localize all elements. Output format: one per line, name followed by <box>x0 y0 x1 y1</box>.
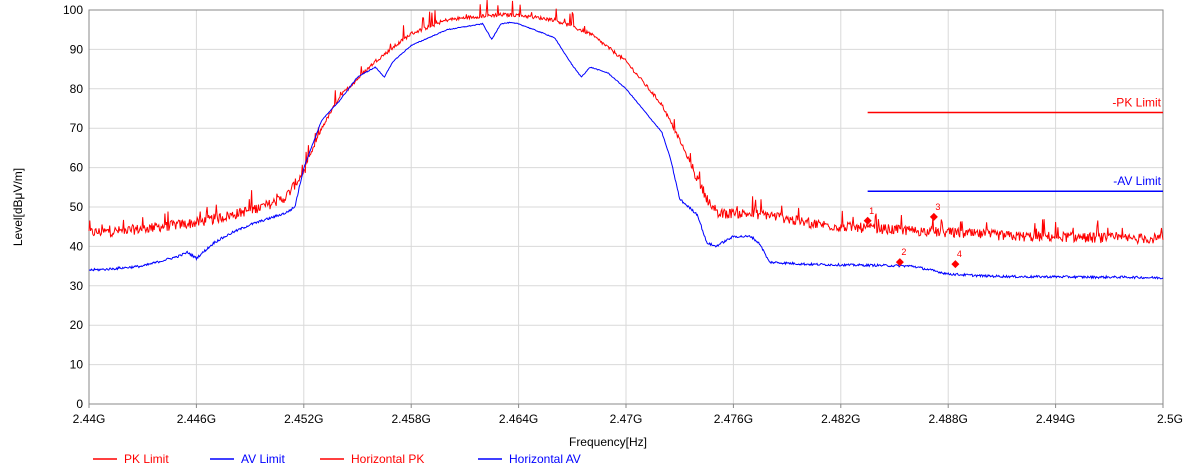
marker-diamond <box>895 258 904 267</box>
x-axis-ticks: 2.44G 2.446G 2.452G 2.458G 2.464G 2.47G 2.476G… <box>73 404 1183 426</box>
y-tick-label: 30 <box>70 279 84 293</box>
y-tick-label: 60 <box>70 161 84 175</box>
x-tick-label: 2.458G <box>392 412 431 426</box>
y-tick-label: 20 <box>70 318 84 332</box>
marker-diamond <box>863 216 872 225</box>
x-tick-label: 2.494G <box>1036 412 1075 426</box>
legend-label: AV Limit <box>241 452 285 466</box>
y-tick-label: 40 <box>70 239 84 253</box>
limit-label: -PK Limit <box>1112 95 1161 109</box>
marker-label: 3 <box>935 202 940 212</box>
series-line <box>88 0 1164 246</box>
marker-diamond <box>929 212 938 221</box>
markers: 1 2 3 4 <box>863 202 962 269</box>
x-tick-label: 2.446G <box>177 412 216 426</box>
marker-diamond <box>951 260 960 269</box>
legend-label: Horizontal PK <box>351 452 424 466</box>
marker-label: 2 <box>901 247 906 257</box>
x-tick-label: 2.452G <box>284 412 323 426</box>
marker-label: 4 <box>957 249 962 259</box>
x-tick-label: 2.476G <box>714 412 753 426</box>
limit-lines: -PK Limit -AV Limit <box>867 95 1163 192</box>
y-tick-label: 80 <box>70 82 84 96</box>
x-tick-label: 2.44G <box>73 412 106 426</box>
y-tick-label: 70 <box>70 121 84 135</box>
y-tick-label: 100 <box>63 3 83 17</box>
x-tick-label: 2.482G <box>821 412 860 426</box>
x-tick-label: 2.5G <box>1157 412 1183 426</box>
y-tick-label: 0 <box>76 397 83 411</box>
y-axis-ticks: 0 10 20 30 40 50 60 70 80 90 100 <box>63 3 83 411</box>
limit-label: -AV Limit <box>1113 174 1161 188</box>
legend-label: Horizontal AV <box>509 452 581 466</box>
legend-label: PK Limit <box>124 452 169 466</box>
x-tick-label: 2.488G <box>929 412 968 426</box>
marker-label: 1 <box>869 206 874 216</box>
series-group <box>88 0 1164 280</box>
y-axis-title: Level[dBμV/m] <box>11 168 25 246</box>
x-tick-label: 2.464G <box>499 412 538 426</box>
y-tick-label: 10 <box>70 358 84 372</box>
series-line <box>88 21 1164 280</box>
y-tick-label: 90 <box>70 42 84 56</box>
legend: PK Limit AV Limit Horizontal PK Horizontal … <box>93 452 581 466</box>
y-tick-label: 50 <box>70 200 84 214</box>
x-axis-title: Frequency[Hz] <box>569 435 647 449</box>
x-tick-label: 2.47G <box>610 412 643 426</box>
